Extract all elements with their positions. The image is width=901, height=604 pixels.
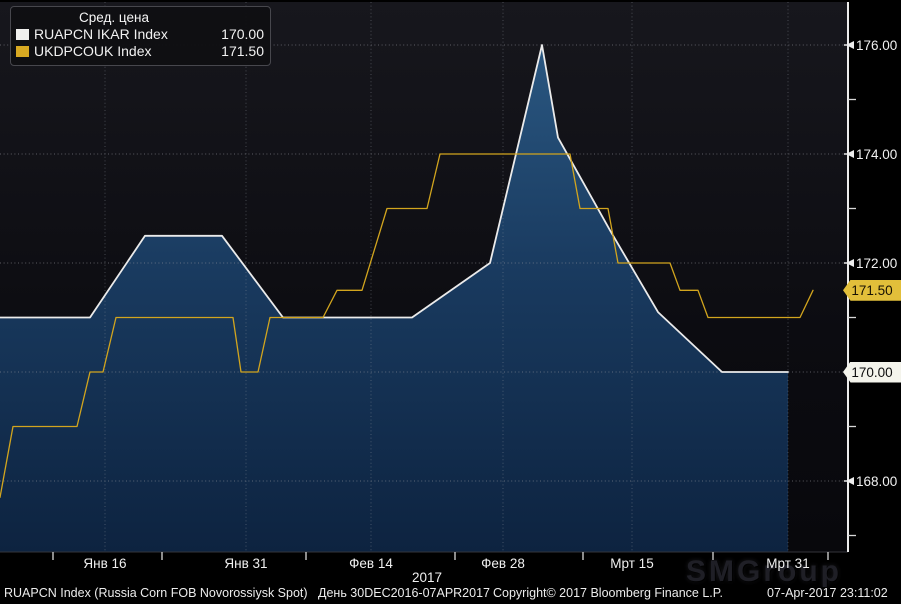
x-axis-label: Мрт 31 <box>766 556 810 571</box>
legend-series-value: 170.00 <box>221 26 264 42</box>
y-axis-tick-value: 168.00 <box>856 473 898 489</box>
y-axis-tick-value: 176.00 <box>856 37 898 53</box>
y-axis-label: 168.00 <box>846 472 897 490</box>
legend-item-ruapcn[interactable]: RUAPCN IKAR Index 170.00 <box>16 26 264 43</box>
axis-arrow-icon <box>846 150 854 158</box>
footer-periodicity-range: День 30DEC2016-07APR2017 <box>318 586 490 600</box>
legend-series-value: 171.50 <box>221 43 264 59</box>
y-axis-tick-value: 174.00 <box>856 146 898 162</box>
legend-title: Сред. цена <box>79 10 149 25</box>
y-axis-tick-value: 172.00 <box>856 255 898 271</box>
x-axis-label: Янв 31 <box>224 556 268 571</box>
x-axis-year-label: 2017 <box>411 570 443 585</box>
legend-series-name: UKDPCOUK Index <box>34 43 152 59</box>
x-axis-label: Мрт 15 <box>610 556 654 571</box>
y-axis-label: 174.00 <box>846 145 897 163</box>
legend-item-ukdpcouk[interactable]: UKDPCOUK Index 171.50 <box>16 43 264 60</box>
y-axis-label: 176.00 <box>846 36 897 54</box>
chart-legend: Сред. цена RUAPCN IKAR Index 170.00 UKDP… <box>10 6 271 66</box>
chart-footer: RUAPCN Index (Russia Corn FOB Novorossiy… <box>0 586 901 604</box>
axis-arrow-icon <box>846 477 854 485</box>
footer-copyright: Copyright© 2017 Bloomberg Finance L.P. <box>493 586 723 600</box>
footer-instrument-title: RUAPCN Index (Russia Corn FOB Novorossiy… <box>4 586 308 600</box>
ukdpcouk-color-swatch <box>16 46 29 57</box>
legend-series-name: RUAPCN IKAR Index <box>34 26 168 42</box>
axis-arrow-icon <box>846 259 854 267</box>
last-price-badge-ruapcn: 170.00 <box>843 361 901 383</box>
footer-timestamp: 07-Apr-2017 23:11:02 <box>767 586 888 600</box>
smgroup-watermark: SMGroup <box>686 555 842 588</box>
x-axis-label: Фев 14 <box>349 556 393 571</box>
x-axis-label: Янв 16 <box>83 556 127 571</box>
ruapcn-color-swatch <box>16 29 29 40</box>
axis-arrow-icon <box>846 41 854 49</box>
x-axis-label: Фев 28 <box>481 556 525 571</box>
last-price-badge-ukdpcouk: 171.50 <box>843 279 901 301</box>
y-axis-label: 172.00 <box>846 254 897 272</box>
